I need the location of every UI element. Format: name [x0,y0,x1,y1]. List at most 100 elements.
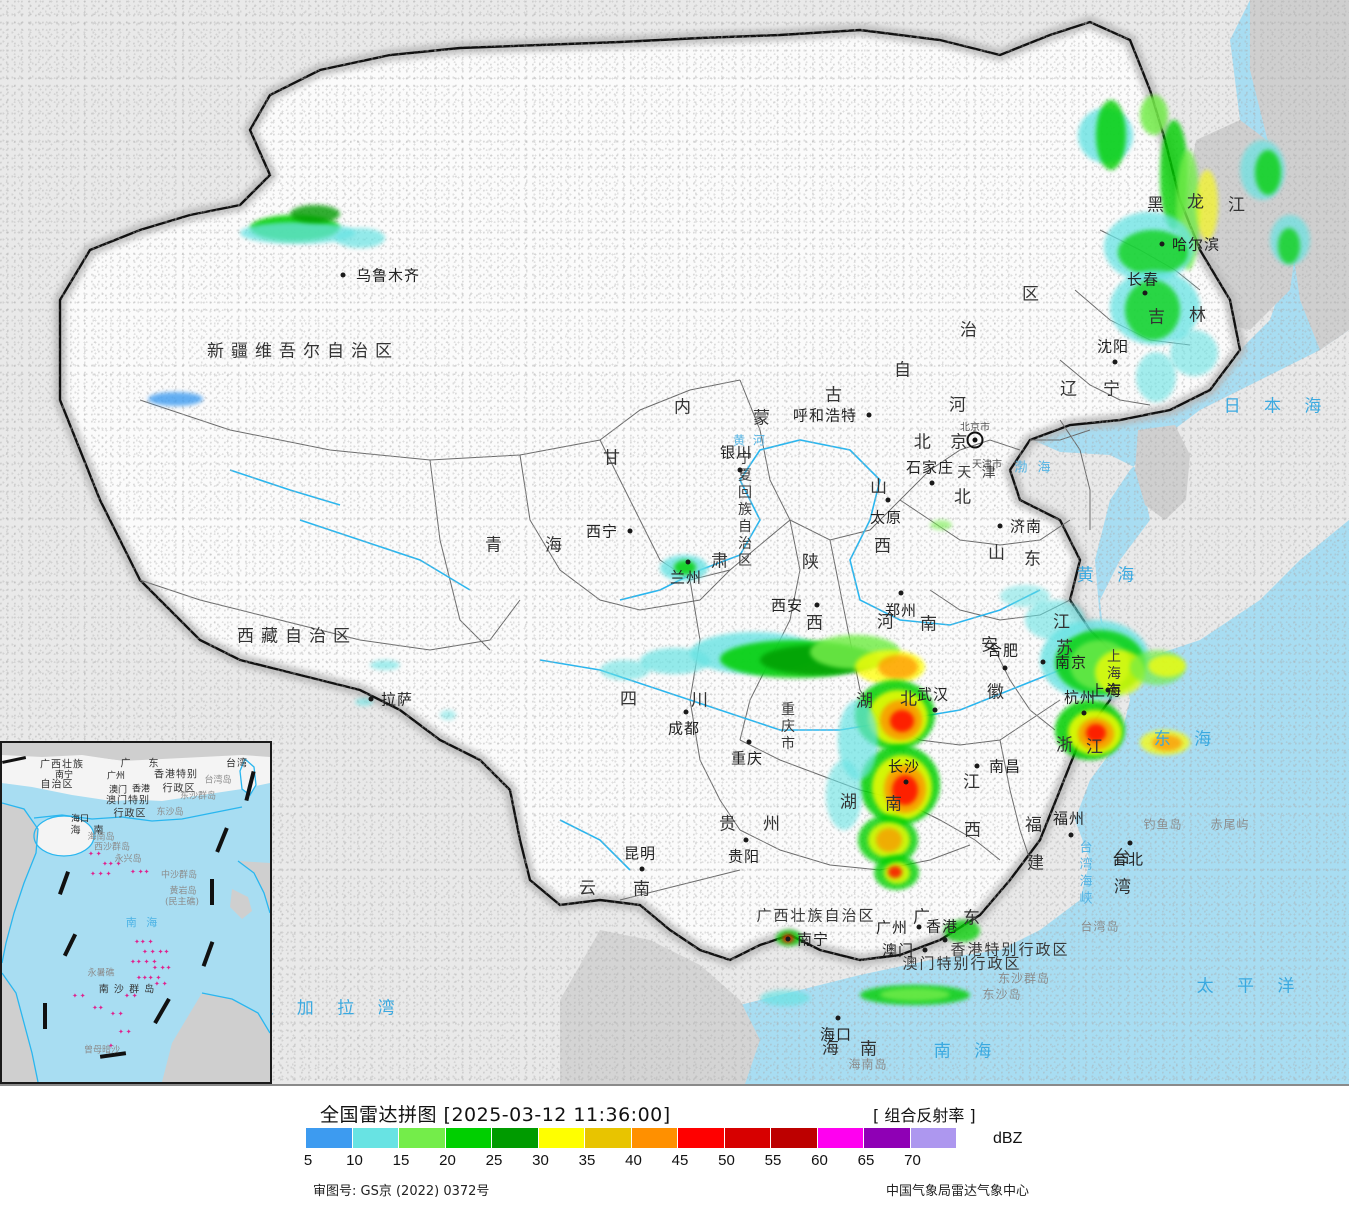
legend-title: 全国雷达拼图 [2025-03-12 11:36:00] [320,1104,671,1126]
inset-label-28: 曾母暗沙 [83,1045,121,1056]
inset-label-1: 自治区 [40,779,74,791]
color-swatch-35 [585,1128,631,1148]
city-dot-19 [683,709,689,715]
inset-label-8: 香港特别 [154,769,198,781]
tick-25: 25 [485,1152,503,1169]
inset-label-7: 香港 [131,784,151,795]
inset-label-25: 南 海 [125,916,161,929]
inset-label-5: 广州 [106,771,126,782]
city-dot-5 [866,412,872,418]
inset-label-15: 东沙岛 [156,807,184,818]
neighbor-land-east [1250,0,1349,350]
city-dot-0 [340,272,346,278]
city-dot-14 [1081,710,1087,716]
color-swatch-15 [399,1128,445,1148]
inset-label-18: 南 [93,825,105,837]
inset-label-22: 中沙群岛 [160,870,198,881]
inset-label-0: 广西壮族 [40,759,84,771]
tick-30: 30 [532,1152,549,1169]
color-swatch-50 [724,1128,770,1148]
city-dot-27 [835,1015,841,1021]
city-dot-29 [1159,241,1165,247]
map-panel[interactable]: 新疆维吾尔自治区 西藏自治区青海甘肃内蒙古自治区宁夏回族自治区陕西山西河北山东河南… [0,0,1349,1084]
tick-65: 65 [857,1152,875,1169]
color-swatch-60 [817,1128,863,1148]
inset-label-10: 澳门特别 [106,795,150,807]
inset-label-4: 东 [148,758,160,770]
capital-marker-beijing [966,431,984,449]
inset-label-21: 永兴岛 [114,854,142,865]
city-dot-25 [942,937,948,943]
tick-15: 15 [392,1152,410,1169]
color-swatch-65 [864,1128,910,1148]
city-dot-28 [1127,840,1133,846]
inset-label-26: 永暑礁 [87,968,115,979]
city-dot-3 [685,559,691,565]
inset-label-17: 海 [70,825,82,837]
tick-10: 10 [346,1152,363,1169]
city-dot-9 [898,590,904,596]
inset-label-3: 广 [120,758,132,770]
inset-label-13: 台湾岛 [204,775,232,786]
inset-label-11: 行政区 [113,808,147,820]
city-dot-13 [1105,687,1111,693]
city-dot-2 [627,528,633,534]
inset-label-27: 南 沙 群 岛 [98,984,156,996]
city-dot-4 [737,467,743,473]
inset-label-24: (民主礁) [164,897,200,908]
city-dot-26 [922,947,928,953]
city-dot-30 [1142,290,1148,296]
tick-50: 50 [718,1152,735,1169]
city-dot-20 [746,739,752,745]
south-china-sea-inset[interactable]: ✦ ✦ ✦✦ ✦ ✦ ✦ ✦ ✦ ✦✦ ✦✦ ✦ ✦ ✦ ✦✦ ✦✦ ✦ ✦ ✦… [0,741,272,1084]
color-swatch-40 [631,1128,677,1148]
tick-40: 40 [625,1152,642,1169]
tick-60: 60 [811,1152,828,1169]
legend-product-type: [ 组合反射率 ] [873,1106,976,1125]
inset-label-16: 海口 [70,814,90,825]
city-dot-23 [785,936,791,942]
color-swatch-55 [771,1128,817,1148]
city-dot-12 [1040,659,1046,665]
city-dot-1 [368,696,374,702]
color-swatch-25 [492,1128,538,1148]
neighbor-land-indochina [560,930,760,1084]
city-dot-6 [929,480,935,486]
inset-label-6: 澳门 [108,785,128,796]
nine-dash-seg [210,879,214,905]
korea-peninsula [1135,425,1190,520]
city-dot-16 [1068,832,1074,838]
city-dot-8 [997,523,1003,529]
tick-55: 55 [764,1152,782,1169]
inset-label-12: 台湾 [226,758,248,770]
color-swatch-70 [910,1128,956,1148]
publisher-credit: 中国气象局雷达气象中心 [885,1184,1029,1199]
inset-svg [2,743,270,1082]
inset-label-14: 东沙群岛 [179,791,217,802]
nine-dash-seg [43,1003,47,1029]
city-dot-18 [903,779,909,785]
map-approval-number: 审图号: GS京 (2022) 0372号 [313,1184,490,1199]
color-swatch-45 [678,1128,724,1148]
city-dot-10 [814,602,820,608]
city-dot-7 [885,497,891,503]
city-dot-22 [639,866,645,872]
color-scale-unit: dBZ [993,1130,1023,1147]
city-dot-17 [932,707,938,713]
china-landmass [60,22,1240,960]
inset-label-19: 海南岛 [87,832,115,843]
city-dot-15 [974,763,980,769]
color-scale-ticks: 5 10 15 20 25 30 35 40 45 50 55 60 65 70 [303,1152,996,1172]
tick-5: 5 [303,1152,313,1169]
color-scale-bar[interactable] [306,1128,957,1148]
inset-label-20: 西沙群岛 [93,842,131,853]
city-dot-24 [916,924,922,930]
color-swatch-10 [352,1128,398,1148]
tick-45: 45 [671,1152,689,1169]
inset-label-9: 行政区 [162,783,196,795]
tick-35: 35 [578,1152,596,1169]
color-swatch-30 [538,1128,584,1148]
inset-label-23: 黄岩岛 [169,886,197,897]
city-dot-11 [1002,665,1008,671]
